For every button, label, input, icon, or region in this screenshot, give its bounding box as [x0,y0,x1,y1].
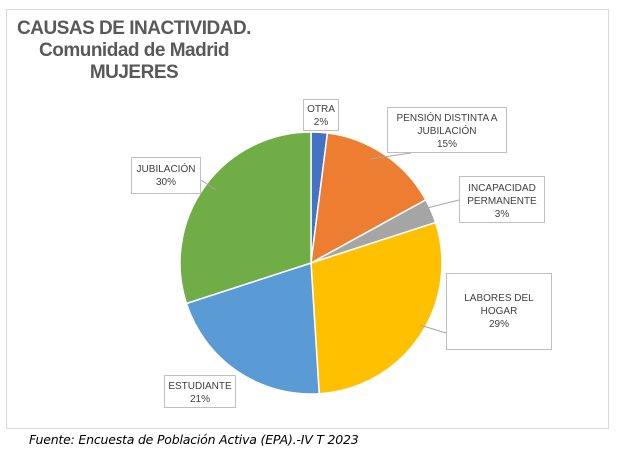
callout-labores: LABORES DEL HOGAR 29% [446,273,552,350]
chart-title-line-2: Comunidad de Madrid [39,40,230,61]
callout-labores-value: 29% [488,319,509,330]
pie-slice-pensión-distinta-a-jubilación [310,132,427,265]
callout-incapacidad-label-2: PERMANENTE [467,196,537,207]
callout-pension-label-2: JUBILACIÓN [417,126,477,137]
callout-otra: OTRA 2% [303,99,339,131]
callout-estudiante: ESTUDIANTE 21% [164,375,236,408]
callout-jubilacion-label: JUBILACIÓN [136,164,196,175]
pie-slice-jubilación [179,131,312,305]
callout-estudiante-label: ESTUDIANTE [168,381,232,392]
pie-slice-labores-del-hogar [310,221,443,395]
chart-title-line-3: MUJERES [89,62,179,83]
source-note: Fuente: Encuesta de Población Activa (EP… [29,432,359,447]
leader-line-0 [369,152,412,160]
callout-pension: PENSIÓN DISTINTA A JUBILACIÓN 15% [387,107,507,153]
chart-title-line-1: CAUSAS DE INACTIVIDAD. [17,18,251,39]
callout-jubilacion-value: 30% [155,177,176,188]
callout-incapacidad-value: 3% [494,209,510,220]
pie-slice-estudiante [185,261,321,395]
chart-title: CAUSAS DE INACTIVIDAD. Comunidad de Madr… [14,18,254,84]
callout-otra-label: OTRA [307,104,335,115]
callout-jubilacion: JUBILACIÓN 30% [131,157,201,194]
leader-line-1 [426,199,460,209]
callout-otra-value: 2% [313,117,329,128]
callout-labores-label-1: LABORES DEL [464,293,534,304]
leader-line-2 [419,324,447,334]
callout-incapacidad: INCAPACIDAD PERMANENTE 3% [459,176,545,223]
callout-labores-label-2: HOGAR [480,306,518,317]
callout-pension-label-1: PENSIÓN DISTINTA A [396,113,498,124]
leader-line-3 [200,179,217,191]
callout-estudiante-value: 21% [189,394,210,405]
callout-pension-value: 15% [436,139,457,150]
callout-incapacidad-label-1: INCAPACIDAD [468,183,536,194]
